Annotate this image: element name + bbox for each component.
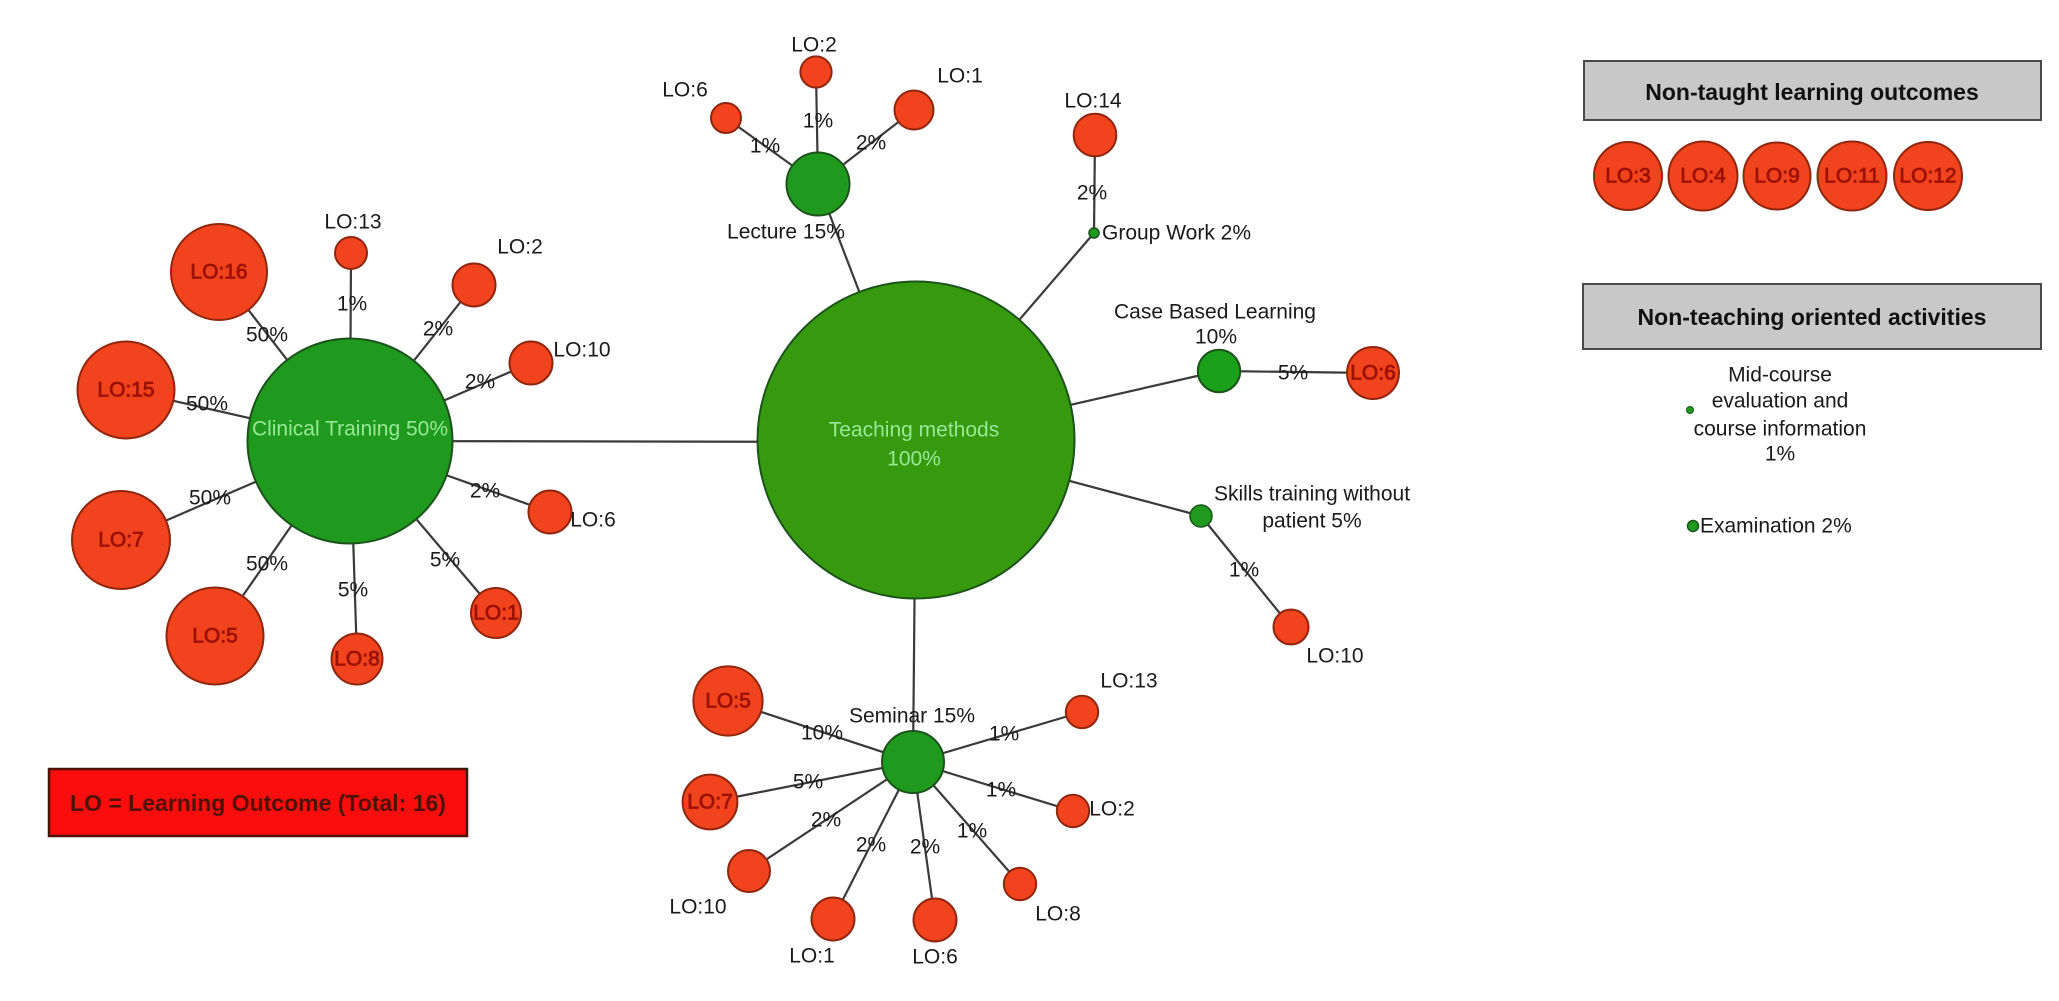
svg-text:Case Based Learning: Case Based Learning [1114, 301, 1316, 324]
svg-text:LO:2: LO:2 [497, 236, 543, 259]
svg-text:LO:10: LO:10 [669, 896, 726, 919]
svg-text:Teaching methods: Teaching methods [829, 419, 999, 442]
svg-text:LO:2: LO:2 [1089, 798, 1135, 821]
svg-text:LO:6: LO:6 [570, 509, 616, 532]
svg-text:LO:7: LO:7 [687, 791, 733, 814]
svg-text:10%: 10% [1195, 326, 1237, 349]
svg-text:50%: 50% [246, 553, 288, 576]
svg-text:LO:1: LO:1 [473, 602, 519, 625]
svg-text:10%: 10% [801, 722, 843, 745]
svg-text:2%: 2% [1077, 182, 1107, 205]
svg-text:Non-taught learning outcomes: Non-taught learning outcomes [1645, 79, 1979, 105]
svg-text:2%: 2% [811, 809, 841, 832]
svg-text:LO:10: LO:10 [1306, 645, 1363, 668]
svg-text:Clinical Training 50%: Clinical Training 50% [252, 418, 448, 441]
svg-text:LO:12: LO:12 [1899, 165, 1956, 188]
svg-text:Non-teaching oriented activiti: Non-teaching oriented activities [1638, 304, 1987, 330]
svg-text:2%: 2% [465, 371, 495, 394]
svg-text:Seminar 15%: Seminar 15% [849, 705, 975, 728]
svg-text:LO = Learning Outcome (Total:: LO = Learning Outcome (Total: 16) [70, 790, 446, 816]
svg-text:LO:8: LO:8 [1035, 903, 1081, 926]
svg-text:Lecture 15%: Lecture 15% [727, 221, 845, 244]
svg-text:LO:16: LO:16 [190, 261, 247, 284]
svg-text:5%: 5% [430, 549, 460, 572]
svg-text:evaluation and: evaluation and [1712, 390, 1849, 413]
svg-text:LO:1: LO:1 [789, 945, 835, 968]
svg-text:1%: 1% [989, 723, 1019, 746]
svg-text:LO:8: LO:8 [334, 648, 380, 671]
svg-text:LO:9: LO:9 [1754, 165, 1800, 188]
svg-text:LO:1: LO:1 [937, 65, 983, 88]
svg-text:LO:5: LO:5 [705, 690, 751, 713]
svg-text:50%: 50% [246, 324, 288, 347]
svg-text:50%: 50% [189, 487, 231, 510]
svg-text:Examination 2%: Examination 2% [1700, 515, 1852, 538]
svg-text:course information: course information [1694, 418, 1867, 441]
svg-text:LO:13: LO:13 [324, 211, 381, 234]
svg-text:Mid-course: Mid-course [1728, 364, 1832, 387]
svg-text:1%: 1% [803, 110, 833, 133]
svg-text:LO:11: LO:11 [1824, 165, 1880, 188]
svg-text:LO:13: LO:13 [1100, 670, 1157, 693]
svg-text:2%: 2% [856, 132, 886, 155]
svg-text:2%: 2% [856, 834, 886, 857]
svg-text:Group Work 2%: Group Work 2% [1102, 222, 1251, 245]
svg-text:LO:6: LO:6 [912, 946, 958, 969]
svg-text:1%: 1% [337, 293, 367, 316]
svg-text:LO:3: LO:3 [1605, 165, 1651, 188]
svg-text:LO:15: LO:15 [97, 379, 154, 402]
svg-text:1%: 1% [750, 135, 780, 158]
svg-text:LO:6: LO:6 [662, 79, 708, 102]
svg-text:5%: 5% [1278, 362, 1308, 385]
svg-text:2%: 2% [423, 318, 453, 341]
svg-text:1%: 1% [1229, 559, 1259, 582]
svg-text:50%: 50% [186, 393, 228, 416]
svg-text:1%: 1% [986, 779, 1016, 802]
svg-text:LO:2: LO:2 [791, 34, 837, 57]
svg-text:5%: 5% [793, 771, 823, 794]
svg-text:LO:10: LO:10 [553, 339, 610, 362]
svg-text:LO:4: LO:4 [1680, 165, 1726, 188]
svg-text:2%: 2% [470, 480, 500, 503]
svg-text:100%: 100% [887, 448, 941, 471]
svg-text:1%: 1% [1765, 443, 1795, 466]
svg-text:LO:6: LO:6 [1350, 362, 1396, 385]
svg-text:LO:5: LO:5 [192, 625, 238, 648]
svg-text:LO:7: LO:7 [98, 529, 144, 552]
svg-text:LO:14: LO:14 [1064, 90, 1122, 113]
svg-text:2%: 2% [910, 836, 940, 859]
svg-text:patient 5%: patient 5% [1262, 510, 1361, 533]
svg-text:Skills training without: Skills training without [1214, 483, 1410, 506]
svg-text:1%: 1% [957, 820, 987, 843]
svg-text:5%: 5% [338, 579, 368, 602]
